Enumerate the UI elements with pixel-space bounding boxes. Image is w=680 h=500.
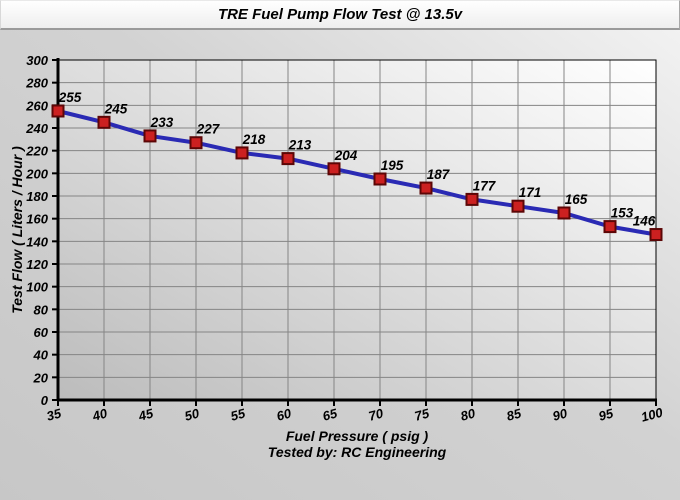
- data-point-marker: [557, 206, 571, 220]
- data-point-marker: [327, 162, 341, 176]
- y-tick-label: 260: [25, 98, 48, 113]
- y-tick-label: 240: [25, 121, 48, 136]
- data-point-label: 218: [242, 132, 266, 147]
- data-point-label: 204: [334, 148, 358, 163]
- data-point-label: 165: [565, 192, 588, 207]
- chart-title: TRE Fuel Pump Flow Test @ 13.5v: [217, 6, 463, 23]
- y-tick-label: 60: [34, 325, 49, 340]
- y-tick-label: 100: [26, 280, 48, 295]
- y-tick-label: 20: [33, 370, 49, 385]
- y-tick-label: 280: [25, 76, 48, 91]
- data-point-label: 227: [196, 122, 221, 137]
- y-tick-label: 0: [41, 393, 49, 408]
- data-point-marker: [235, 146, 249, 160]
- y-axis-title: Test Flow ( Liters / Hour ): [9, 146, 25, 314]
- x-tick-label: 50: [183, 405, 202, 423]
- data-point-marker: [143, 129, 157, 143]
- data-point-label: 213: [288, 138, 312, 153]
- data-point-marker: [649, 228, 663, 242]
- data-point-label: 177: [473, 178, 497, 193]
- data-point-marker: [511, 199, 525, 213]
- data-point-label: 233: [150, 115, 174, 130]
- x-tick-label: 45: [136, 405, 156, 424]
- data-point-label: 153: [611, 206, 634, 221]
- y-tick-label: 220: [25, 144, 48, 159]
- x-tick-label: 55: [229, 405, 248, 423]
- x-tick-label: 80: [459, 405, 478, 423]
- x-tick-label: 40: [90, 405, 110, 424]
- y-tick-label: 200: [25, 166, 48, 181]
- x-tick-label: 95: [597, 405, 616, 423]
- x-tick-label: 100: [639, 404, 665, 424]
- tested-by-caption: Tested by: RC Engineering: [267, 444, 447, 460]
- plot-background: [58, 60, 656, 400]
- y-tick-label: 140: [26, 234, 48, 249]
- x-tick-label: 60: [275, 405, 294, 423]
- data-point-label: 255: [58, 90, 82, 105]
- y-tick-label: 40: [33, 348, 49, 363]
- y-tick-label: 160: [26, 212, 48, 227]
- data-point-marker: [465, 192, 479, 206]
- data-point-label: 245: [104, 101, 128, 116]
- x-axis-title: Fuel Pressure ( psig ): [285, 428, 429, 444]
- data-point-label: 171: [519, 185, 542, 200]
- data-point-label: 146: [633, 214, 656, 229]
- data-point-marker: [97, 115, 111, 129]
- x-tick-label: 85: [505, 405, 524, 423]
- y-tick-label: 180: [26, 189, 48, 204]
- data-point-label: 195: [381, 158, 404, 173]
- data-point-marker: [51, 104, 65, 118]
- data-point-marker: [373, 172, 387, 186]
- y-tick-label: 80: [34, 302, 49, 317]
- data-point-marker: [419, 181, 433, 195]
- data-point-label: 187: [427, 167, 451, 182]
- x-tick-label: 75: [413, 405, 432, 423]
- y-tick-label: 300: [26, 53, 48, 68]
- data-point-marker: [603, 220, 617, 234]
- data-point-marker: [281, 152, 295, 166]
- x-tick-label: 70: [367, 405, 386, 423]
- x-tick-label: 35: [45, 405, 64, 423]
- y-tick-label: 120: [26, 257, 48, 272]
- chart-title-bar: TRE Fuel Pump Flow Test @ 13.5v: [0, 0, 680, 30]
- flow-line-series: [56, 109, 658, 237]
- x-tick-label: 90: [551, 405, 570, 423]
- data-point-marker: [189, 136, 203, 150]
- x-tick-label: 65: [321, 405, 340, 423]
